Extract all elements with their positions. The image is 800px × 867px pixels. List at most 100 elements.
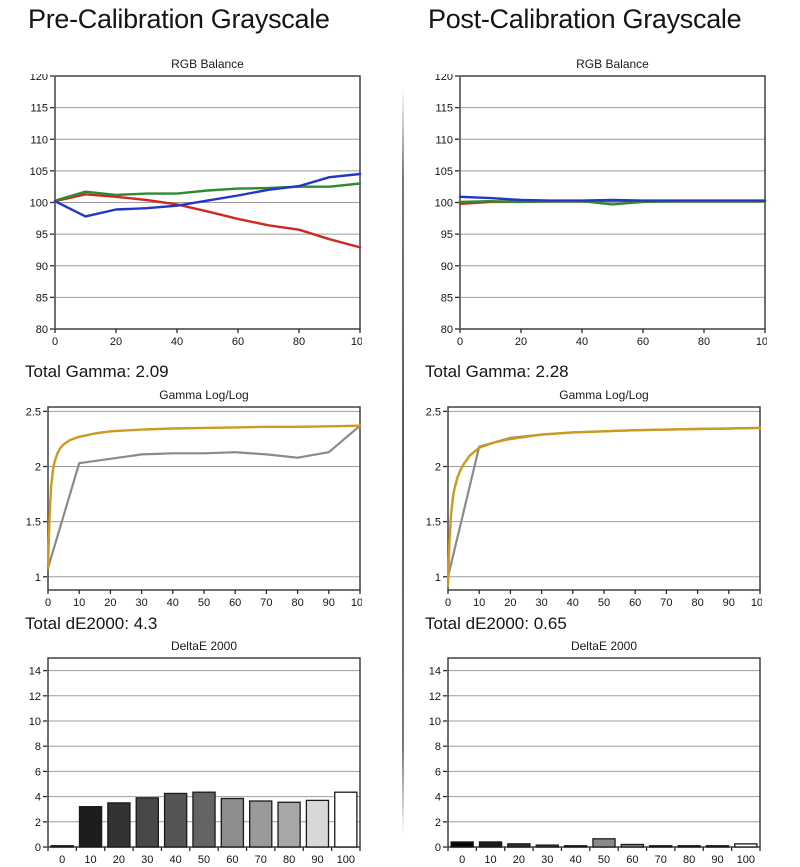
svg-text:2: 2 <box>35 817 41 829</box>
svg-text:14: 14 <box>429 666 441 678</box>
svg-text:60: 60 <box>626 854 638 866</box>
svg-text:12: 12 <box>29 691 41 703</box>
svg-text:50: 50 <box>198 597 210 609</box>
svg-text:1: 1 <box>435 572 441 584</box>
svg-text:10: 10 <box>484 854 496 866</box>
svg-text:100: 100 <box>351 597 362 609</box>
svg-text:60: 60 <box>226 854 238 866</box>
svg-text:30: 30 <box>141 854 153 866</box>
chart-title: RGB Balance <box>171 57 244 71</box>
svg-text:60: 60 <box>229 597 241 609</box>
svg-text:10: 10 <box>84 854 96 866</box>
svg-text:10: 10 <box>429 716 441 728</box>
post-rgb-balance-plot: 120 115 110 105 100 95 90 85 80 0 20 40 60 80 100 <box>435 71 775 348</box>
svg-text:20: 20 <box>515 336 527 348</box>
svg-text:1.5: 1.5 <box>26 517 41 529</box>
svg-text:105: 105 <box>435 166 453 178</box>
svg-text:1: 1 <box>35 572 41 584</box>
svg-text:90: 90 <box>323 597 335 609</box>
svg-text:85: 85 <box>441 292 453 304</box>
svg-text:30: 30 <box>541 854 553 866</box>
svg-text:2.5: 2.5 <box>26 406 41 418</box>
svg-text:0: 0 <box>45 597 51 609</box>
svg-text:10: 10 <box>73 597 85 609</box>
svg-text:4: 4 <box>35 792 41 804</box>
svg-text:70: 70 <box>260 597 272 609</box>
svg-text:40: 40 <box>570 854 582 866</box>
chart-title: DeltaE 2000 <box>170 639 238 653</box>
svg-text:60: 60 <box>629 597 641 609</box>
svg-text:1.5: 1.5 <box>426 517 441 529</box>
svg-text:6: 6 <box>435 766 441 778</box>
svg-text:40: 40 <box>170 854 182 866</box>
svg-text:95: 95 <box>441 229 453 241</box>
svg-text:80: 80 <box>691 597 703 609</box>
svg-text:50: 50 <box>598 597 610 609</box>
svg-text:20: 20 <box>113 854 125 866</box>
svg-text:70: 70 <box>255 854 267 866</box>
svg-text:40: 40 <box>576 336 588 348</box>
svg-text:115: 115 <box>435 103 453 115</box>
svg-text:8: 8 <box>35 741 41 753</box>
chart-post-rgb-balance: RGB Balance 120 115 110 105 100 95 90 85 80 0 20 40… <box>425 56 775 356</box>
svg-text:40: 40 <box>567 597 579 609</box>
svg-text:100: 100 <box>751 597 762 609</box>
chart-title: Gamma Log/Log <box>559 388 649 402</box>
pre-total-gamma-label: Total Gamma: 2.09 <box>25 362 169 381</box>
pre-calibration-header: Pre-Calibration Grayscale <box>28 4 330 34</box>
svg-text:60: 60 <box>637 336 649 348</box>
svg-text:50: 50 <box>598 854 610 866</box>
svg-text:100: 100 <box>30 198 48 210</box>
svg-text:30: 30 <box>135 597 147 609</box>
pre-rgb-balance-plot: 120 115 110 105 100 95 90 85 80 0 20 40 60 80 100 <box>30 71 370 348</box>
svg-text:120: 120 <box>435 74 453 83</box>
svg-text:110: 110 <box>435 134 453 146</box>
chart-pre-gamma: Gamma Log/Log 2.5 2 1.5 1 0 10 20 30 40 50 60 70 80 9… <box>13 387 369 617</box>
svg-text:110: 110 <box>30 134 48 146</box>
svg-text:70: 70 <box>655 854 667 866</box>
svg-text:0: 0 <box>35 842 41 854</box>
svg-text:80: 80 <box>283 854 295 866</box>
svg-text:50: 50 <box>198 854 210 866</box>
svg-text:0: 0 <box>457 336 463 348</box>
svg-text:90: 90 <box>311 854 323 866</box>
svg-text:80: 80 <box>36 324 48 336</box>
post-total-gamma-label: Total Gamma: 2.28 <box>425 362 569 381</box>
svg-text:100: 100 <box>756 336 767 348</box>
svg-text:115: 115 <box>30 103 48 115</box>
svg-text:105: 105 <box>30 166 48 178</box>
chart-title: DeltaE 2000 <box>570 639 638 653</box>
svg-text:100: 100 <box>435 198 453 210</box>
svg-text:14: 14 <box>29 666 41 678</box>
pre-total-de2000-label: Total dE2000: 4.3 <box>25 614 158 633</box>
svg-text:100: 100 <box>737 854 755 866</box>
svg-text:6: 6 <box>35 766 41 778</box>
chart-pre-rgb-balance: RGB Balance 120 115 110 105 100 95 90 85 80 0 20 40… <box>20 56 370 356</box>
svg-text:0: 0 <box>435 842 441 854</box>
svg-text:2: 2 <box>435 462 441 474</box>
svg-text:20: 20 <box>110 336 122 348</box>
svg-text:4: 4 <box>435 792 441 804</box>
svg-text:40: 40 <box>167 597 179 609</box>
svg-text:40: 40 <box>171 336 183 348</box>
svg-text:90: 90 <box>36 261 48 273</box>
post-total-de2000-label: Total dE2000: 0.65 <box>425 614 567 633</box>
svg-text:100: 100 <box>351 336 362 348</box>
svg-text:0: 0 <box>52 336 58 348</box>
svg-text:80: 80 <box>441 324 453 336</box>
chart-post-gamma: Gamma Log/Log 2.5 2 1.5 1 0 10 20 30 40 50 60 70 80 9… <box>413 387 769 617</box>
svg-text:0: 0 <box>59 854 65 866</box>
svg-text:80: 80 <box>683 854 695 866</box>
chart-title: RGB Balance <box>576 57 649 71</box>
svg-text:80: 80 <box>291 597 303 609</box>
svg-text:120: 120 <box>30 74 48 83</box>
svg-text:8: 8 <box>435 741 441 753</box>
pre-gamma-plot: 2.521.510102030405060708090100 <box>26 406 369 609</box>
svg-text:95: 95 <box>36 229 48 241</box>
chart-pre-de2000: DeltaE 2000 14 12 10 8 6 4 2 0 0 10 20 30 40 50 60 70 80… <box>13 638 362 867</box>
svg-text:90: 90 <box>711 854 723 866</box>
svg-text:10: 10 <box>473 597 485 609</box>
svg-text:100: 100 <box>337 854 355 866</box>
